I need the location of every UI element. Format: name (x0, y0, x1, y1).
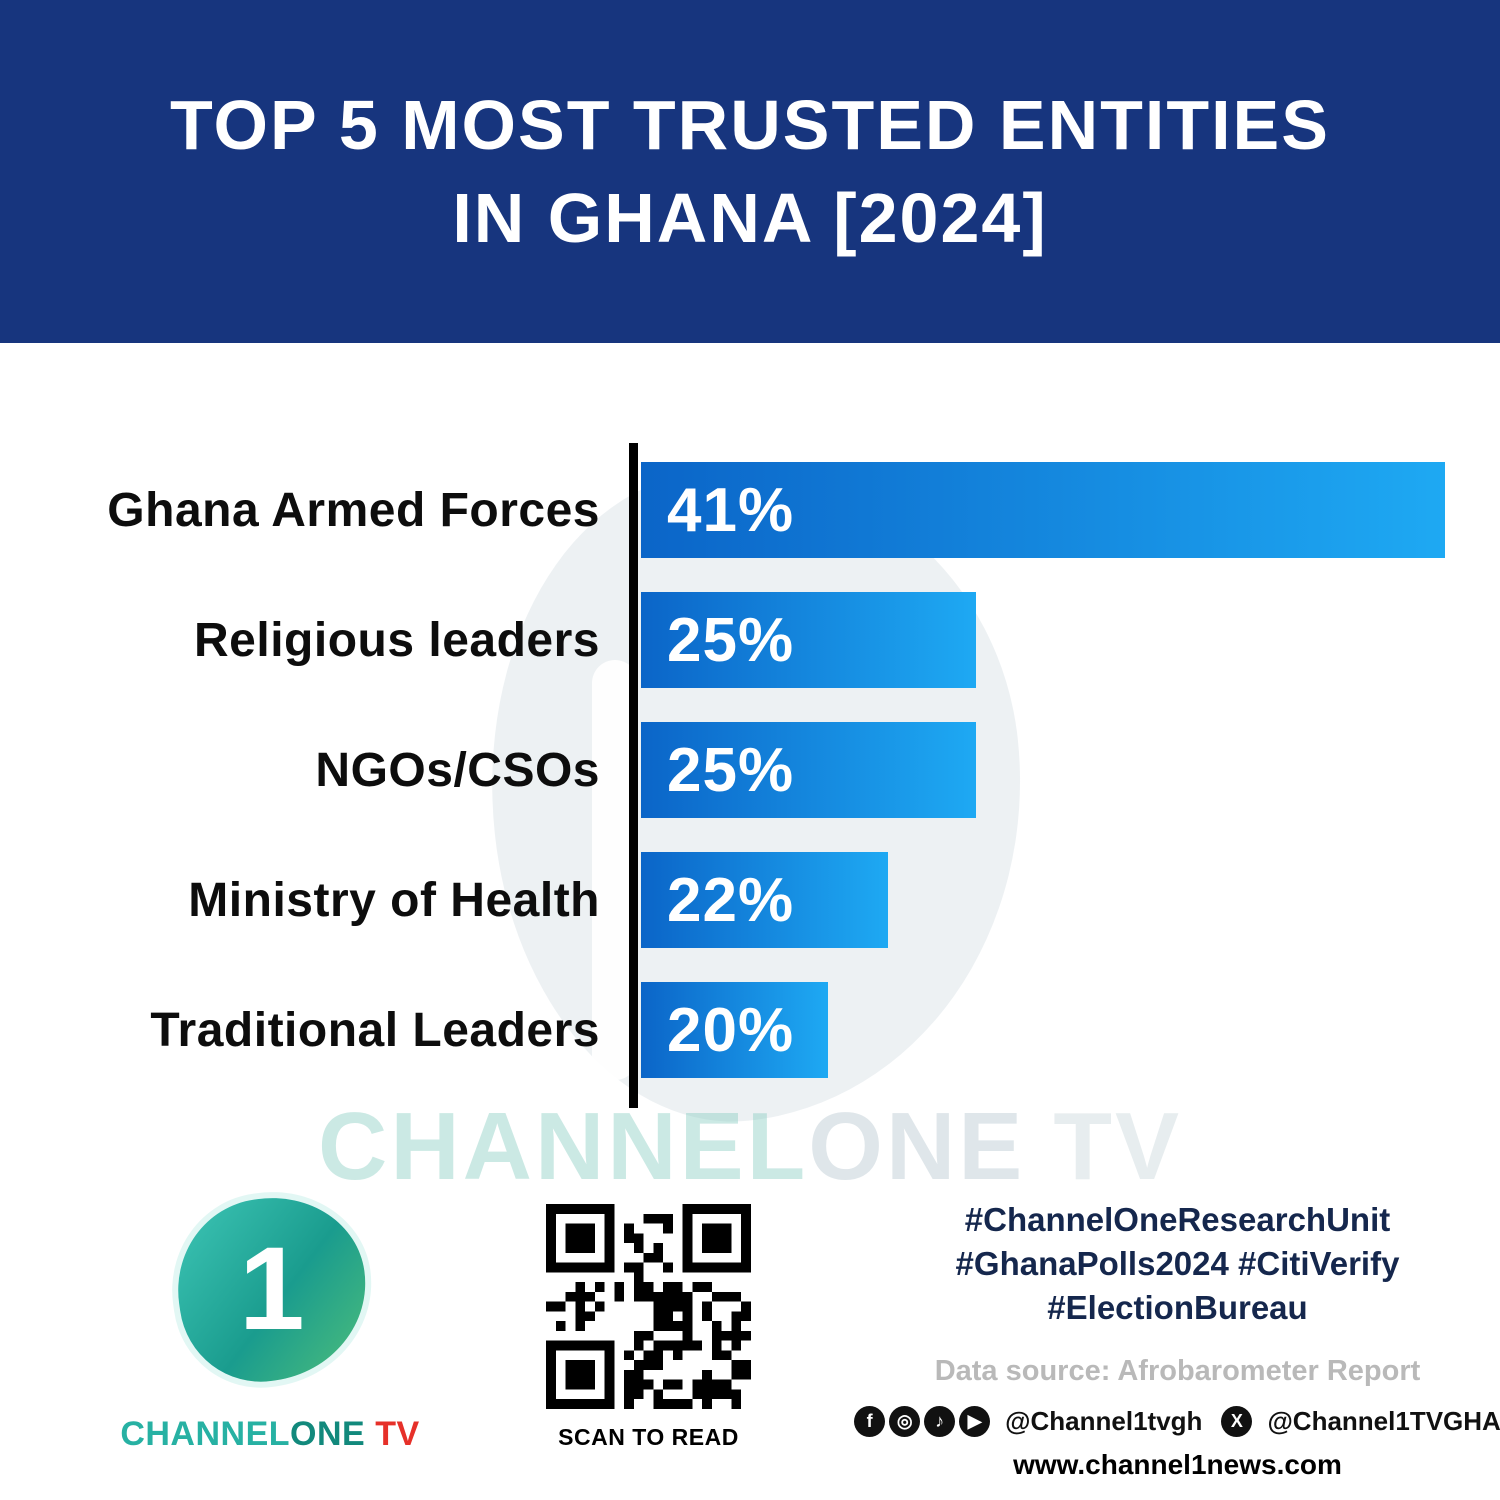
page-title-line1: TOP 5 MOST TRUSTED ENTITIES (170, 86, 1330, 165)
social-icons: f ◎ ♪ ▶ (854, 1405, 991, 1437)
bar-row: Traditional Leaders 20% (0, 982, 1445, 1078)
bar-row: Ministry of Health 22% (0, 852, 1445, 948)
website-url: www.channel1news.com (1013, 1448, 1342, 1480)
chart-axis (629, 443, 638, 1108)
bar: 25% (641, 722, 976, 818)
bar-rows: Ghana Armed Forces 41% Religious leaders… (0, 462, 1445, 1078)
brand-wordmark: CHANNELONE TV (120, 1415, 420, 1454)
bar: 20% (641, 982, 828, 1078)
social-row: f ◎ ♪ ▶ @Channel1tvgh X @Channel1TVGHA (854, 1405, 1500, 1437)
bar-value: 41% (667, 475, 795, 545)
logo-one-glyph: 1 (239, 1223, 305, 1356)
facebook-icon: f (854, 1405, 886, 1437)
page-title-line2: IN GHANA [2024] (452, 178, 1048, 257)
brand-tv: TV (375, 1415, 420, 1453)
youtube-icon: ▶ (959, 1405, 991, 1437)
bar-value: 25% (667, 735, 795, 805)
bar: 41% (641, 462, 1445, 558)
brand-channel: CHANNEL (120, 1415, 291, 1453)
hashtag-line2: #GhanaPolls2024 #CitiVerify (955, 1245, 1400, 1283)
instagram-icon: ◎ (889, 1405, 921, 1437)
tiktok-icon: ♪ (924, 1405, 956, 1437)
brand-one: ONE (290, 1415, 366, 1453)
bar-label: Religious leaders (194, 613, 600, 667)
bar-label: Traditional Leaders (150, 1003, 600, 1057)
x-twitter-icon: X (1221, 1405, 1253, 1437)
bar-value: 25% (667, 605, 795, 675)
footer-info: #ChannelOneResearchUnit #GhanaPolls2024 … (854, 1198, 1500, 1481)
header-banner: TOP 5 MOST TRUSTED ENTITIES IN GHANA [20… (0, 0, 1500, 343)
bar-row: Religious leaders 25% (0, 592, 1445, 688)
qr-code (545, 1203, 752, 1410)
hashtag-line3: #ElectionBureau (1047, 1289, 1308, 1327)
social-handle-2: @Channel1TVGHA (1267, 1405, 1500, 1436)
hashtag-line1: #ChannelOneResearchUnit (964, 1201, 1391, 1238)
bar: 22% (641, 852, 888, 948)
bar-row: NGOs/CSOs 25% (0, 722, 1445, 818)
bar-value: 22% (667, 865, 795, 935)
bar-label: Ghana Armed Forces (107, 483, 600, 537)
bar-row: Ghana Armed Forces 41% (0, 462, 1445, 558)
data-source: Data source: Afrobarometer Report (934, 1354, 1421, 1387)
qr-caption: SCAN TO READ (558, 1424, 739, 1450)
bar-label: Ministry of Health (188, 873, 600, 927)
social-handle-1: @Channel1tvgh (1005, 1405, 1203, 1436)
bar-value: 20% (667, 995, 795, 1065)
bar: 25% (641, 592, 976, 688)
bar-label: NGOs/CSOs (315, 743, 600, 797)
hashtags: #ChannelOneResearchUnit #GhanaPolls2024 … (905, 1198, 1450, 1331)
